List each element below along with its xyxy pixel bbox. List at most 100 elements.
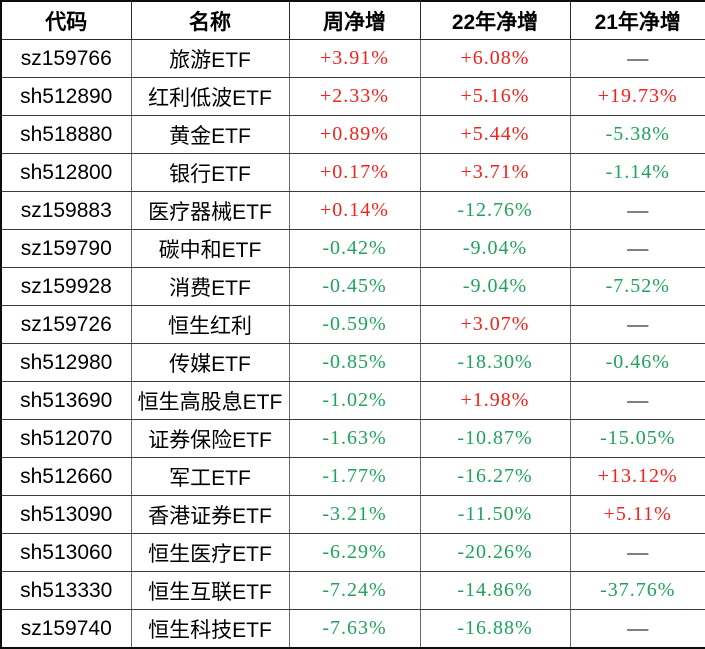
cell-code: sh512980 (0, 343, 132, 382)
cell-code: sz159766 (0, 39, 132, 78)
table-row: sh513330 恒生互联ETF -7.24% -14.86% -37.76% (0, 571, 705, 610)
cell-21y-change: +5.11% (569, 495, 705, 534)
cell-week-change: -3.21% (288, 495, 421, 534)
cell-week-change: -1.77% (288, 457, 421, 496)
cell-22y-change: -16.88% (419, 609, 571, 649)
cell-21y-change: — (569, 229, 705, 268)
col-header-week-change: 周净增 (288, 0, 421, 40)
cell-week-change: +0.14% (288, 191, 421, 230)
cell-21y-change: -37.76% (569, 571, 705, 610)
cell-21y-change: — (569, 381, 705, 420)
cell-21y-change: — (569, 609, 705, 649)
cell-21y-change: -7.52% (569, 267, 705, 306)
cell-week-change: +2.33% (288, 77, 421, 116)
table-row: sz159883 医疗器械ETF +0.14% -12.76% — (0, 191, 705, 230)
cell-22y-change: -12.76% (419, 191, 571, 230)
cell-22y-change: +5.16% (419, 77, 571, 116)
cell-week-change: -7.24% (288, 571, 421, 610)
cell-name: 碳中和ETF (130, 229, 290, 268)
cell-name: 恒生互联ETF (130, 571, 290, 610)
cell-22y-change: +6.08% (419, 39, 571, 78)
cell-week-change: +0.17% (288, 153, 421, 192)
col-header-code: 代码 (0, 0, 132, 40)
table-row: sz159766 旅游ETF +3.91% +6.08% — (0, 39, 705, 78)
cell-week-change: -1.63% (288, 419, 421, 458)
cell-21y-change: +13.12% (569, 457, 705, 496)
cell-22y-change: -20.26% (419, 533, 571, 572)
cell-week-change: -0.59% (288, 305, 421, 344)
cell-week-change: -0.45% (288, 267, 421, 306)
cell-name: 银行ETF (130, 153, 290, 192)
table-row: sh512800 银行ETF +0.17% +3.71% -1.14% (0, 153, 705, 192)
cell-code: sh512890 (0, 77, 132, 116)
cell-week-change: -6.29% (288, 533, 421, 572)
cell-21y-change: — (569, 533, 705, 572)
cell-name: 医疗器械ETF (130, 191, 290, 230)
cell-code: sz159883 (0, 191, 132, 230)
cell-week-change: +3.91% (288, 39, 421, 78)
cell-21y-change: -5.38% (569, 115, 705, 154)
cell-name: 证券保险ETF (130, 419, 290, 458)
cell-code: sh513690 (0, 381, 132, 420)
cell-21y-change: — (569, 191, 705, 230)
cell-21y-change: — (569, 39, 705, 78)
cell-name: 军工ETF (130, 457, 290, 496)
cell-code: sz159740 (0, 609, 132, 649)
cell-name: 恒生高股息ETF (130, 381, 290, 420)
cell-name: 恒生科技ETF (130, 609, 290, 649)
cell-week-change: -7.63% (288, 609, 421, 649)
cell-21y-change: -1.14% (569, 153, 705, 192)
table-row: sh512980 传媒ETF -0.85% -18.30% -0.46% (0, 343, 705, 382)
cell-21y-change: -0.46% (569, 343, 705, 382)
cell-week-change: -0.42% (288, 229, 421, 268)
table-row: sh512070 证券保险ETF -1.63% -10.87% -15.05% (0, 419, 705, 458)
cell-code: sh512800 (0, 153, 132, 192)
cell-week-change: -0.85% (288, 343, 421, 382)
cell-code: sz159726 (0, 305, 132, 344)
table-body: sz159766 旅游ETF +3.91% +6.08% — sh512890 红利低波ET… (0, 39, 705, 649)
cell-code: sz159928 (0, 267, 132, 306)
cell-22y-change: -9.04% (419, 267, 571, 306)
cell-name: 红利低波ETF (130, 77, 290, 116)
cell-21y-change: -15.05% (569, 419, 705, 458)
cell-code: sh513330 (0, 571, 132, 610)
col-header-21y-change: 21年净增 (569, 0, 705, 40)
cell-name: 传媒ETF (130, 343, 290, 382)
table-row: sz159790 碳中和ETF -0.42% -9.04% — (0, 229, 705, 268)
cell-22y-change: -9.04% (419, 229, 571, 268)
cell-code: sz159790 (0, 229, 132, 268)
cell-name: 恒生红利 (130, 305, 290, 344)
table-header: 代码 名称 周净增 22年净增 21年净增 (0, 0, 705, 40)
table-row: sz159740 恒生科技ETF -7.63% -16.88% — (0, 609, 705, 649)
cell-22y-change: -14.86% (419, 571, 571, 610)
cell-name: 消费ETF (130, 267, 290, 306)
cell-22y-change: +3.07% (419, 305, 571, 344)
cell-22y-change: +3.71% (419, 153, 571, 192)
cell-name: 香港证券ETF (130, 495, 290, 534)
cell-22y-change: -10.87% (419, 419, 571, 458)
cell-code: sh512660 (0, 457, 132, 496)
cell-week-change: +0.89% (288, 115, 421, 154)
table-row: sh513690 恒生高股息ETF -1.02% +1.98% — (0, 381, 705, 420)
table-row: sh518880 黄金ETF +0.89% +5.44% -5.38% (0, 115, 705, 154)
cell-22y-change: +5.44% (419, 115, 571, 154)
col-header-22y-change: 22年净增 (419, 0, 571, 40)
table-row: sh512660 军工ETF -1.77% -16.27% +13.12% (0, 457, 705, 496)
table-row: sz159726 恒生红利 -0.59% +3.07% — (0, 305, 705, 344)
cell-21y-change: — (569, 305, 705, 344)
col-header-name: 名称 (130, 0, 290, 40)
table-row: sh513060 恒生医疗ETF -6.29% -20.26% — (0, 533, 705, 572)
cell-code: sh513090 (0, 495, 132, 534)
cell-21y-change: +19.73% (569, 77, 705, 116)
cell-name: 恒生医疗ETF (130, 533, 290, 572)
cell-code: sh518880 (0, 115, 132, 154)
cell-22y-change: -18.30% (419, 343, 571, 382)
table-row: sh513090 香港证券ETF -3.21% -11.50% +5.11% (0, 495, 705, 534)
cell-22y-change: +1.98% (419, 381, 571, 420)
table-row: sz159928 消费ETF -0.45% -9.04% -7.52% (0, 267, 705, 306)
cell-22y-change: -16.27% (419, 457, 571, 496)
header-row: 代码 名称 周净增 22年净增 21年净增 (0, 0, 705, 40)
cell-week-change: -1.02% (288, 381, 421, 420)
cell-name: 旅游ETF (130, 39, 290, 78)
